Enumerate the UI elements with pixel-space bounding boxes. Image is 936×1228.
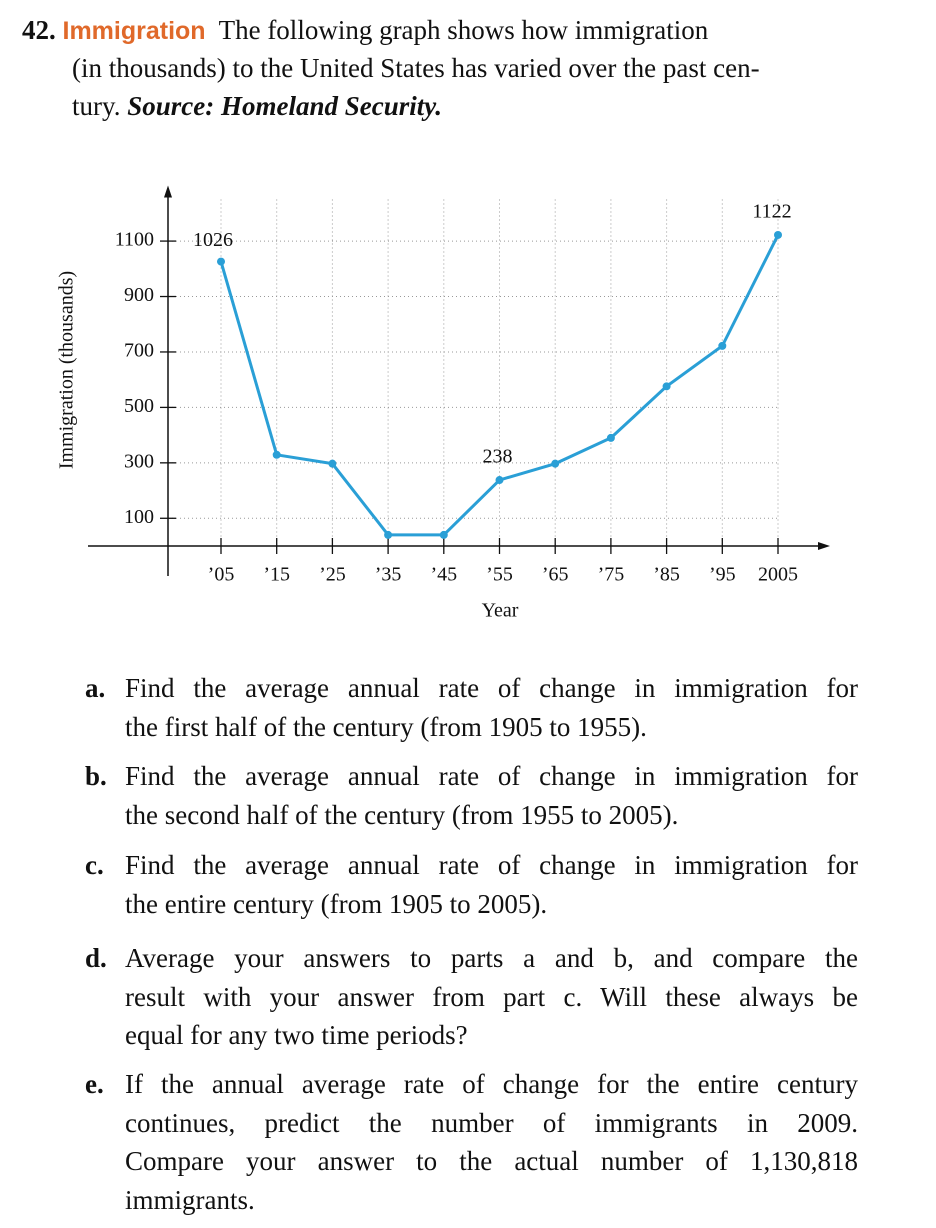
source: Source: Homeland Security.	[127, 91, 442, 121]
question-line: the first half of the century (from 1905…	[125, 711, 647, 742]
x-tick-label: ’35	[375, 564, 402, 586]
question-line: the second half of the century (from 195…	[125, 799, 679, 830]
data-point	[217, 257, 225, 266]
x-tick-label: ’25	[319, 564, 346, 586]
question-line: the entire century (from 1905 to 2005).	[125, 888, 548, 919]
data-point	[384, 530, 393, 539]
problem-title: Immigration	[62, 17, 206, 45]
intro-line-wrap: tury. Source: Homeland Security.	[72, 87, 442, 125]
y-tick-label: 300	[124, 450, 154, 472]
question-letter: e.	[85, 1069, 104, 1099]
x-tick-label: ’45	[430, 564, 457, 586]
data-point	[272, 450, 281, 459]
header-line: 42. Immigration The following graph show…	[22, 11, 708, 50]
data-point	[718, 341, 727, 350]
question-letter: c.	[85, 850, 104, 880]
question-line: continues, predict the number of immigra…	[125, 1107, 858, 1138]
x-tick-label: ’95	[709, 564, 736, 586]
question-line: If the annual average rate of change for…	[125, 1069, 858, 1099]
y-tick-label: 100	[124, 506, 154, 528]
data-point	[662, 382, 671, 391]
y-tick-label: 500	[124, 395, 154, 417]
x-axis-label: Year	[482, 600, 519, 622]
y-axis-arrow	[164, 185, 172, 198]
question-line: Compare your answer to the actual number…	[125, 1146, 858, 1176]
x-tick-label: ’15	[263, 564, 290, 586]
data-label: 1026	[193, 229, 233, 251]
y-axis-label: Immigration (thousands)	[56, 271, 78, 469]
problem-number: 42.	[22, 15, 56, 45]
x-tick-label: ’65	[542, 564, 569, 586]
data-point	[774, 230, 782, 239]
x-tick-label: ’75	[598, 564, 625, 586]
question-line: Find the average annual rate of change i…	[125, 850, 858, 880]
question-letter: a.	[85, 673, 106, 703]
data-label: 238	[483, 446, 513, 468]
data-point	[606, 433, 615, 442]
y-tick-label: 900	[124, 284, 154, 306]
data-point	[551, 459, 560, 468]
x-tick-label: 2005	[758, 564, 798, 586]
x-tick-label: ’55	[486, 564, 513, 586]
y-tick-label: 700	[124, 340, 154, 362]
x-tick-label: ’05	[208, 564, 235, 586]
intro-line: (in thousands) to the United States has …	[72, 53, 760, 83]
question-line: Average your answers to parts a and b, a…	[125, 943, 858, 973]
question-letter: b.	[85, 761, 107, 791]
question-letter: d.	[85, 943, 107, 973]
intro-line: tury.	[72, 91, 121, 121]
x-axis-arrow	[818, 542, 830, 550]
y-tick-label: 1100	[115, 229, 154, 251]
data-point	[328, 459, 337, 468]
question-line: equal for any two time periods?	[125, 1020, 468, 1050]
data-point	[495, 476, 504, 485]
x-tick-label: ’85	[653, 564, 680, 586]
chart: 100 300 500 700 900 1100 ’05 ’15 ’25 ’35 ’45 ’55 ’65…	[56, 185, 830, 622]
data-label: 1122	[752, 201, 791, 223]
intro-line: The following graph shows how immigratio…	[218, 15, 709, 45]
question-line: Find the average annual rate of change i…	[125, 673, 858, 703]
question-line: Find the average annual rate of change i…	[125, 761, 858, 791]
question-line: result with your answer from part c. Wil…	[125, 981, 858, 1012]
data-point	[439, 530, 448, 539]
question-line: immigrants.	[125, 1184, 255, 1215]
